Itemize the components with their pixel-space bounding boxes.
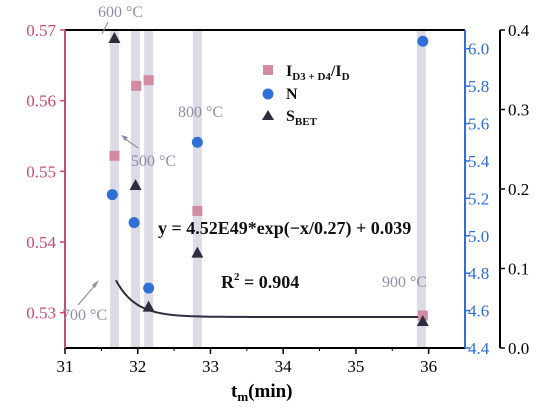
legend-label-sbet: SBET xyxy=(286,108,318,128)
point-square-3 xyxy=(143,75,154,86)
legend-marker-n xyxy=(262,88,274,100)
x-tick-label-33: 33 xyxy=(202,357,219,376)
point-square-4 xyxy=(192,205,203,216)
fit-curve xyxy=(115,279,422,318)
legend-label-id-ratio: ID3 + D4/ID xyxy=(286,63,350,83)
right-n-tick-label-4.6: 4.6 xyxy=(468,302,489,321)
r-squared-value: = 0.904 xyxy=(240,272,300,292)
right-n-tick-label-5.2: 5.2 xyxy=(468,189,489,208)
right-n-tick-label-5.8: 5.8 xyxy=(468,77,489,96)
annotation-900c: 900 °C xyxy=(382,274,427,291)
highlight-band-4 xyxy=(192,30,202,348)
right-sbet-tick-label-0.3: 0.3 xyxy=(508,101,529,120)
point-triangle-4 xyxy=(191,246,204,258)
point-circle-3 xyxy=(143,282,155,294)
point-triangle-1 xyxy=(108,31,121,43)
annotation-600c: 600 °C xyxy=(98,4,143,21)
r-squared-sup: 2 xyxy=(234,271,240,283)
point-circle-5 xyxy=(417,35,429,47)
point-triangle-2 xyxy=(129,179,142,191)
right-n-tick-label-4.4: 4.4 xyxy=(468,339,490,358)
legend-label-n: N xyxy=(286,86,298,103)
point-circle-2 xyxy=(128,217,140,229)
right-sbet-tick-label-0.0: 0.0 xyxy=(508,339,529,358)
right-n-tick-label-4.8: 4.8 xyxy=(468,264,489,283)
x-axis-label-unit: (min) xyxy=(248,381,292,402)
left-tick-label-0.54: 0.54 xyxy=(26,233,56,252)
data-markers xyxy=(106,31,429,326)
annotation-700c: 700 °C xyxy=(62,307,107,324)
point-square-2 xyxy=(131,80,142,91)
legend-id-sub2: D xyxy=(342,71,350,83)
legend-sbet-main: S xyxy=(286,108,295,125)
annotation-500c: 500 °C xyxy=(131,153,176,170)
point-square-1 xyxy=(109,150,120,161)
r-squared-main: R xyxy=(221,272,235,292)
legend-marker-sbet xyxy=(262,110,274,120)
highlight-band-5 xyxy=(416,30,426,348)
legend-marker-id-ratio xyxy=(263,65,273,75)
right-n-tick-label-6.0: 6.0 xyxy=(468,40,489,59)
x-axis-label: tm(min) xyxy=(231,381,293,404)
x-tick-label-35: 35 xyxy=(347,357,364,376)
arrowhead-500c xyxy=(121,135,128,141)
right-sbet-tick-label-0.1: 0.1 xyxy=(508,260,529,279)
arrowhead-700c xyxy=(92,280,99,288)
legend-id-sub: D3 + D4 xyxy=(292,71,331,83)
right-n-tick-label-5.4: 5.4 xyxy=(468,152,490,171)
point-triangle-5 xyxy=(416,314,429,326)
point-circle-4 xyxy=(191,136,203,148)
left-tick-label-0.56: 0.56 xyxy=(26,92,56,111)
legend-id-rest: /I xyxy=(330,63,342,80)
arrow-600c xyxy=(101,21,109,35)
annotation-800c: 800 °C xyxy=(178,104,223,121)
arrow-500c xyxy=(123,137,139,149)
fit-curve-group xyxy=(115,279,422,318)
point-triangle-3 xyxy=(142,300,155,312)
x-tick-label-32: 32 xyxy=(129,357,146,376)
x-axis-label-main: t xyxy=(231,381,238,402)
x-tick-label-36: 36 xyxy=(420,357,437,376)
axes xyxy=(60,29,505,354)
fit-equation: y = 4.52E49*exp(−x/0.27) + 0.039 xyxy=(158,218,411,239)
x-tick-label-31: 31 xyxy=(57,357,74,376)
left-tick-label-0.55: 0.55 xyxy=(26,162,56,181)
legend-sbet-sub: BET xyxy=(295,116,318,128)
left-tick-label-0.53: 0.53 xyxy=(26,304,56,323)
right-sbet-tick-label-0.4: 0.4 xyxy=(508,21,530,40)
right-sbet-tick-label-0.2: 0.2 xyxy=(508,180,529,199)
highlight-band-3 xyxy=(144,30,154,348)
point-circle-1 xyxy=(106,189,118,201)
highlight-bands xyxy=(109,30,426,348)
highlight-band-1 xyxy=(109,30,119,348)
x-tick-label-34: 34 xyxy=(275,357,293,376)
x-axis-label-sub: m xyxy=(237,389,248,404)
legend-id-main: I xyxy=(286,63,292,80)
left-tick-label-0.57: 0.57 xyxy=(26,21,56,40)
right-n-tick-label-5.0: 5.0 xyxy=(468,227,489,246)
tick-labels: 31 32 33 34 35 36 0.53 0.54 0.55 0.56 0.57 4.4 4.6 4.… xyxy=(26,21,530,376)
right-n-tick-label-5.6: 5.6 xyxy=(468,115,489,134)
r-squared: R2 = 0.904 xyxy=(221,271,299,292)
legend: ID3 + D4/ID N SBET xyxy=(262,63,350,128)
